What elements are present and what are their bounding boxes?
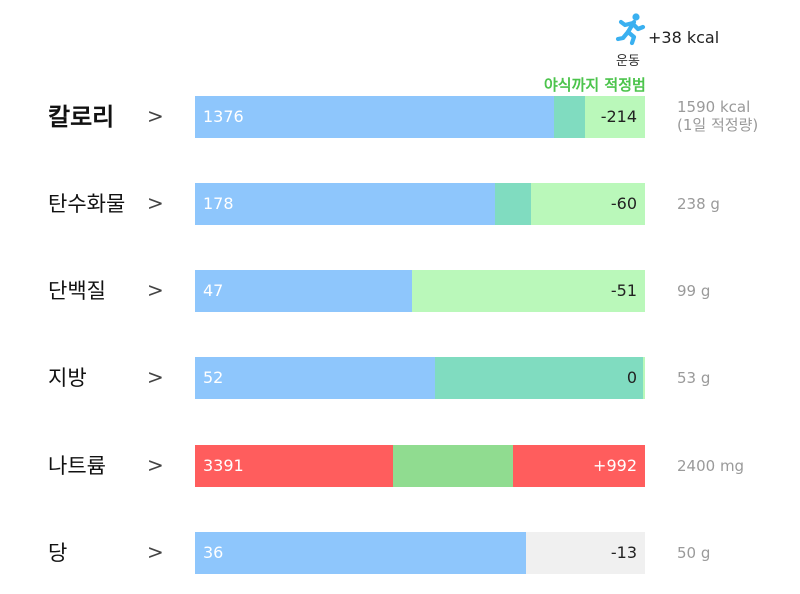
exercise-indicator: +38 kcal 운동 bbox=[614, 12, 734, 69]
nutrient-label: 탄수화물 bbox=[48, 192, 126, 216]
status-note: 야식까지 적정범 bbox=[544, 76, 646, 94]
remaining-segment bbox=[412, 270, 645, 312]
excess-value: +992 bbox=[593, 456, 637, 475]
nutrient-row-fat[interactable]: 지방 > 52 0 53 g bbox=[0, 357, 800, 399]
consumed-segment bbox=[195, 357, 435, 399]
nutrient-label: 단백질 bbox=[48, 279, 106, 303]
target-value: 50 g bbox=[677, 544, 711, 562]
target-value: 99 g bbox=[677, 282, 711, 300]
consumed-value: 1376 bbox=[203, 107, 244, 126]
consumed-value: 36 bbox=[203, 543, 224, 562]
nutrient-row-sugar[interactable]: 당 > 36 -13 50 g bbox=[0, 532, 800, 574]
remaining-segment bbox=[531, 183, 645, 225]
consumed-value: 3391 bbox=[203, 456, 244, 475]
consumed-segment bbox=[195, 270, 412, 312]
target-value: 238 g bbox=[677, 195, 720, 213]
nutrient-row-calories[interactable]: 칼로리 > 1376 -214 1590 kcal (1일 적정량) bbox=[0, 96, 800, 138]
chevron-right-icon[interactable]: > bbox=[147, 191, 164, 215]
target-note: (1일 적정량) bbox=[677, 116, 759, 134]
remaining-value: -214 bbox=[600, 107, 637, 126]
remaining-value: -60 bbox=[610, 194, 637, 213]
chevron-right-icon[interactable]: > bbox=[147, 365, 164, 389]
remaining-value: 0 bbox=[626, 368, 637, 387]
chevron-right-icon[interactable]: > bbox=[147, 104, 164, 128]
target-value: 2400 mg bbox=[677, 457, 745, 475]
remaining-segment bbox=[585, 96, 645, 138]
target-value: 1590 kcal bbox=[677, 98, 751, 116]
nutrient-row-sodium[interactable]: 나트륨 > 3391 +992 2400 mg bbox=[0, 445, 800, 487]
progress-bar: 1376 -214 bbox=[195, 96, 645, 138]
consumed-segment bbox=[195, 183, 495, 225]
nutrient-label: 당 bbox=[48, 541, 68, 565]
progress-bar: 36 -13 bbox=[195, 532, 645, 574]
empty-segment bbox=[526, 532, 645, 574]
consumed-value: 52 bbox=[203, 368, 224, 387]
overlap-segment bbox=[393, 445, 513, 487]
overlap-segment bbox=[495, 183, 531, 225]
consumed-value: 178 bbox=[203, 194, 234, 213]
remaining-value: -51 bbox=[610, 281, 637, 300]
chevron-right-icon[interactable]: > bbox=[147, 278, 164, 302]
progress-bar: 47 -51 bbox=[195, 270, 645, 312]
consumed-segment bbox=[195, 96, 554, 138]
target-value: 53 g bbox=[677, 369, 711, 387]
nutrient-row-carbs[interactable]: 탄수화물 > 178 -60 238 g bbox=[0, 183, 800, 225]
remaining-segment bbox=[643, 357, 645, 399]
chevron-right-icon[interactable]: > bbox=[147, 453, 164, 477]
progress-bar: 178 -60 bbox=[195, 183, 645, 225]
running-person-icon bbox=[615, 13, 646, 46]
overlap-segment bbox=[554, 96, 585, 138]
excess-segment bbox=[513, 445, 645, 487]
excess-segment bbox=[195, 445, 393, 487]
consumed-value: 47 bbox=[203, 281, 224, 300]
target-amount: 1590 kcal (1일 적정량) bbox=[677, 96, 758, 140]
overlap-segment bbox=[435, 357, 643, 399]
nutrient-label: 칼로리 bbox=[48, 103, 115, 131]
nutrient-label: 나트륨 bbox=[48, 454, 106, 478]
progress-bar: 52 0 bbox=[195, 357, 645, 399]
remaining-value: -13 bbox=[610, 543, 637, 562]
nutrient-row-protein[interactable]: 단백질 > 47 -51 99 g bbox=[0, 270, 800, 312]
nutrient-label: 지방 bbox=[48, 366, 87, 390]
exercise-label: 운동 bbox=[616, 54, 640, 69]
exercise-calories: +38 kcal bbox=[648, 28, 720, 47]
consumed-segment bbox=[195, 532, 526, 574]
chevron-right-icon[interactable]: > bbox=[147, 540, 164, 564]
progress-bar: 3391 +992 bbox=[195, 445, 645, 487]
